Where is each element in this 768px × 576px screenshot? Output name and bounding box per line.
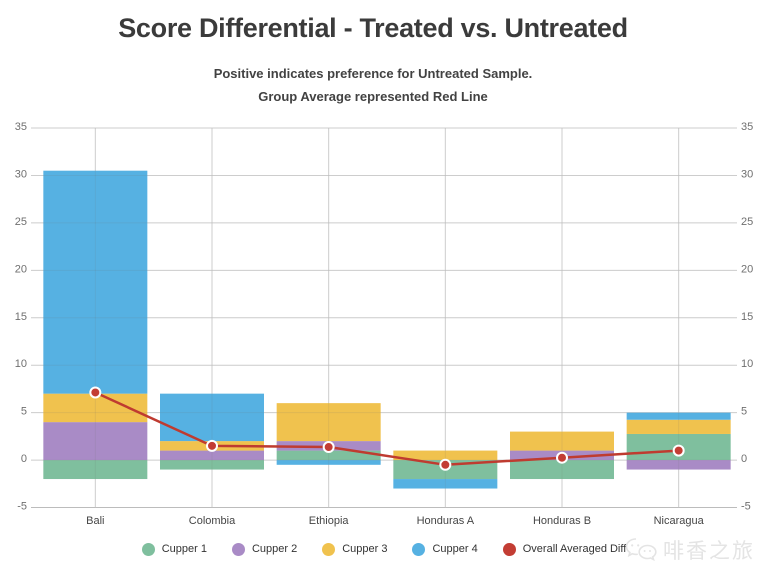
y-tick-label-right: 20 [741,263,753,275]
bar-segment-cupper-4-ethiopia [276,460,381,465]
y-tick-label-right: 30 [741,168,753,180]
y-tick-label-left: 10 [15,358,27,370]
y-tick-label-right: 0 [741,453,747,465]
legend-swatch-icon [412,542,426,556]
bar-segment-cupper-1-bali [43,460,148,480]
chart-subtitle-line2: Group Average represented Red Line [258,89,488,104]
overall-averaged-diff-dot [206,439,218,452]
legend-label: Cupper 4 [432,543,478,555]
overall-averaged-diff-dot [89,386,102,399]
bar-segment-cupper-2-nicaragua [626,460,731,470]
y-tick-label-left: 0 [21,453,27,465]
chat-bubbles-icon [625,538,657,562]
chart-title: Score Differential - Treated vs. Untreat… [118,13,628,43]
bar-segment-cupper-4-bali [43,170,148,394]
watermark-text: 啡香之旅 [663,540,755,563]
bar-segment-cupper-4-honduras-a [393,479,498,489]
legend-label: Cupper 2 [251,543,298,555]
overall-averaged-diff-line [94,391,679,467]
legend-swatch-icon [322,542,336,556]
legend-item-cupper-1: Cupper 1 [141,542,207,556]
legend-item-cupper-3: Cupper 3 [322,542,388,556]
bar-segment-cupper-1-honduras-b [510,460,614,480]
y-tick-label-left: -5 [17,501,27,513]
bar-segment-cupper-4-nicaragua [626,412,731,420]
legend-label: Overall Averaged Diff [522,543,627,555]
x-category-label: Bali [86,515,104,527]
y-tick-label-left: 15 [15,311,27,323]
bar-segment-cupper-3-honduras-a [393,450,498,461]
y-tick-label-left: 20 [15,263,27,275]
legend-item-cupper-2: Cupper 2 [231,542,298,556]
x-category-label: Honduras B [533,515,591,527]
legend-item-overall-averaged-diff: Overall Averaged Diff [502,542,627,556]
bar-segment-cupper-4-colombia [160,393,264,442]
overall-averaged-diff-dot [322,441,335,454]
x-category-label: Colombia [189,515,236,527]
watermark: 啡香之旅 [624,535,755,565]
bar-segment-cupper-3-ethiopia [276,403,381,442]
legend-label: Cupper 1 [161,543,207,555]
bar-segment-cupper-2-bali [43,422,148,461]
legend-item-cupper-4: Cupper 4 [412,542,478,556]
overall-averaged-diff-dot [556,451,568,464]
y-tick-label-right: -5 [741,501,751,513]
bar-segment-cupper-3-honduras-b [510,431,614,451]
y-tick-label-left: 30 [15,168,27,180]
x-category-label: Nicaragua [654,515,705,527]
y-tick-label-left: 35 [15,121,27,133]
bar-segment-cupper-3-nicaragua [626,419,731,434]
y-tick-label-right: 10 [741,358,753,370]
overall-averaged-diff-dot [672,444,685,457]
bar-segment-cupper-1-ethiopia [276,450,381,461]
y-tick-label-right: 25 [741,216,753,228]
y-tick-label-left: 5 [21,406,27,418]
legend-swatch-icon [231,542,245,556]
y-tick-label-right: 35 [741,121,753,133]
chart-subtitle-line1: Positive indicates preference for Untrea… [213,66,533,81]
x-category-label: Ethiopia [309,515,350,527]
y-tick-label-right: 5 [741,406,747,418]
legend-swatch-icon [141,542,155,556]
overall-averaged-diff-dot [439,458,452,471]
y-tick-label-right: 15 [741,311,753,323]
chart-legend: Cupper 1 Cupper 2 Cupper 3 Cupper 4 Overall … [0,540,768,558]
y-tick-label-left: 25 [15,216,27,228]
bar-segment-cupper-1-colombia [160,460,264,470]
legend-label: Cupper 3 [342,543,388,555]
legend-swatch-icon [502,542,516,556]
x-category-label: Honduras A [417,515,475,527]
bar-segment-cupper-2-colombia [160,450,264,461]
